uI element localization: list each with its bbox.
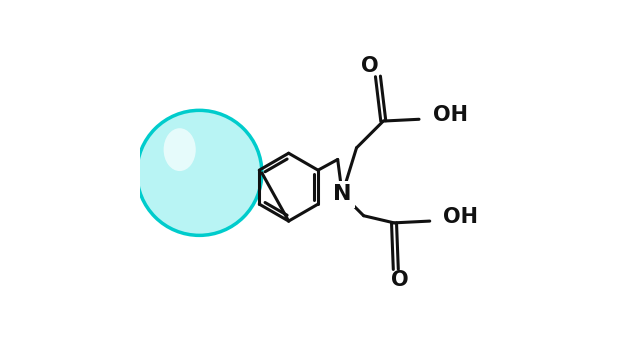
- Text: O: O: [361, 57, 379, 76]
- Text: N: N: [333, 184, 352, 204]
- Ellipse shape: [163, 128, 196, 171]
- Text: O: O: [391, 270, 409, 290]
- Text: OH: OH: [443, 207, 478, 227]
- Text: OH: OH: [433, 105, 468, 125]
- Circle shape: [137, 111, 262, 235]
